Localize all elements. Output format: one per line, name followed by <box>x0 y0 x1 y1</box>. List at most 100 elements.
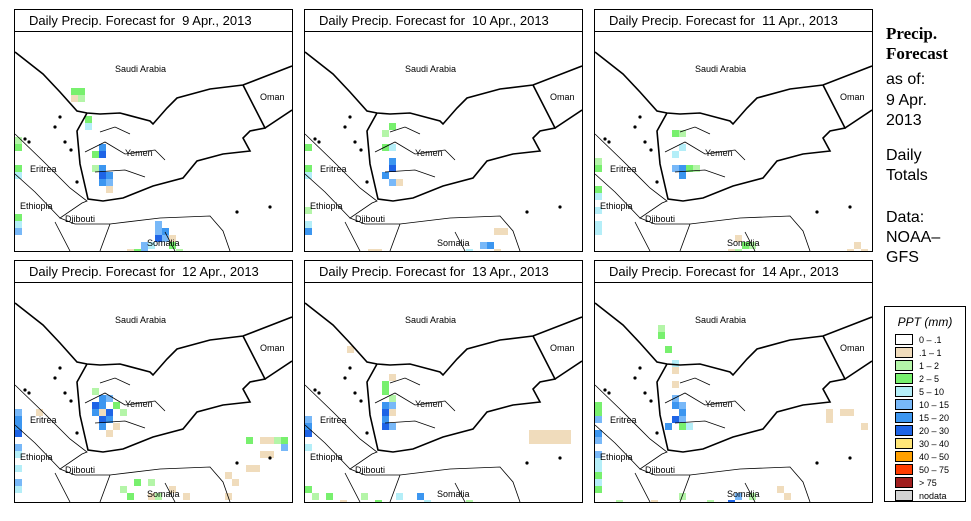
border-line <box>54 472 176 502</box>
precip-cell <box>106 395 113 402</box>
border-line <box>595 302 872 377</box>
precip-cell <box>536 430 543 437</box>
precip-cell <box>686 423 693 430</box>
precip-cell <box>15 423 22 430</box>
precip-cell <box>253 465 260 472</box>
precip-cell <box>15 165 22 172</box>
island <box>353 140 357 144</box>
legend-label: 2 – 5 <box>919 373 940 384</box>
forecast-panel: Daily Precip. Forecast for 11 Apr., 2013… <box>594 9 873 252</box>
country-label-somalia: Somalia <box>727 238 760 248</box>
country-label-somalia: Somalia <box>147 238 180 248</box>
legend-item: nodata <box>885 489 965 502</box>
country-label-saudi: Saudi Arabia <box>695 315 746 325</box>
precip-cell <box>564 437 571 444</box>
forecast-panel: Daily Precip. Forecast for 10 Apr., 2013… <box>304 9 583 252</box>
border-line <box>305 302 582 377</box>
border-line <box>844 360 872 380</box>
legend-item: .1 – 1 <box>885 346 965 359</box>
data-label: Data: <box>886 209 925 226</box>
precip-cell <box>141 242 148 249</box>
legend-label: 30 – 40 <box>919 438 950 449</box>
precip-map: Saudi Arabia Oman Yemen Eritrea Ethiopia Djib… <box>595 51 872 251</box>
precip-cell <box>305 221 312 228</box>
precip-cell <box>15 465 22 472</box>
country-label-yemen: Yemen <box>705 399 733 409</box>
precip-cell <box>679 172 686 179</box>
border-line <box>15 51 292 126</box>
precip-cell <box>735 235 742 242</box>
border-line <box>366 84 557 202</box>
forecast-panel: Daily Precip. Forecast for 13 Apr., 2013… <box>304 260 583 503</box>
precip-cell <box>15 486 22 493</box>
precip-cell <box>106 186 113 193</box>
precip-cell <box>861 249 868 251</box>
forecast-panel: Daily Precip. Forecast for 14 Apr., 2013… <box>594 260 873 503</box>
precip-cell <box>260 437 267 444</box>
country-label-eritrea: Eritrea <box>320 164 347 174</box>
precip-cell <box>15 221 22 228</box>
precip-cell <box>92 402 99 409</box>
country-label-saudi: Saudi Arabia <box>405 315 456 325</box>
island <box>607 391 611 395</box>
border-line <box>634 221 756 251</box>
island <box>69 148 73 152</box>
precip-cell <box>382 144 389 151</box>
precip-cell <box>672 402 679 409</box>
precip-cell <box>305 444 312 451</box>
border-line <box>595 133 811 251</box>
legend-label: 20 – 30 <box>919 425 950 436</box>
precip-cell <box>99 423 106 430</box>
side-title-2: Forecast <box>886 44 948 63</box>
precip-cell <box>396 179 403 186</box>
precip-cell <box>557 437 564 444</box>
data-source-2: GFS <box>886 249 919 266</box>
island <box>75 180 79 184</box>
island <box>235 210 239 214</box>
border-line <box>264 360 292 380</box>
precip-cell <box>679 130 686 137</box>
precip-cell <box>389 165 396 172</box>
precip-cell <box>281 444 288 451</box>
precip-cell <box>347 346 354 353</box>
country-label-saudi: Saudi Arabia <box>695 64 746 74</box>
border-line <box>844 109 872 129</box>
precip-cell <box>127 249 134 251</box>
precip-cell <box>326 493 333 500</box>
island <box>69 399 73 403</box>
precip-map: Saudi Arabia Oman Yemen Eritrea Ethiopia Djib… <box>305 302 582 502</box>
island <box>235 461 239 465</box>
precip-cell <box>15 416 22 423</box>
precip-cell <box>274 437 281 444</box>
border-line <box>54 221 176 251</box>
border-line <box>366 335 557 453</box>
precip-cell <box>78 95 85 102</box>
border-line <box>305 173 351 219</box>
precip-cell <box>85 116 92 123</box>
precip-cell <box>134 479 141 486</box>
legend-item: 50 – 75 <box>885 463 965 476</box>
border-line <box>305 424 351 470</box>
side-title-1: Precip. <box>886 24 938 43</box>
border-line <box>595 384 811 502</box>
precip-cell <box>183 493 190 500</box>
island <box>63 140 67 144</box>
precip-cell <box>550 430 557 437</box>
precip-cell <box>305 423 312 430</box>
precip-cell <box>672 130 679 137</box>
precip-cell <box>305 228 312 235</box>
border-line <box>84 126 166 178</box>
precip-cell <box>679 493 686 500</box>
precip-cell <box>543 430 550 437</box>
precip-cell <box>396 493 403 500</box>
country-label-oman: Oman <box>260 92 285 102</box>
precip-cell <box>735 493 742 500</box>
precip-cell <box>854 242 861 249</box>
precip-cell <box>595 165 602 172</box>
country-label-somalia: Somalia <box>437 238 470 248</box>
island <box>53 376 57 380</box>
legend-item: 1 – 2 <box>885 359 965 372</box>
country-label-saudi: Saudi Arabia <box>405 64 456 74</box>
precip-cell <box>595 465 602 472</box>
country-label-djibouti: Djibouti <box>355 465 385 475</box>
